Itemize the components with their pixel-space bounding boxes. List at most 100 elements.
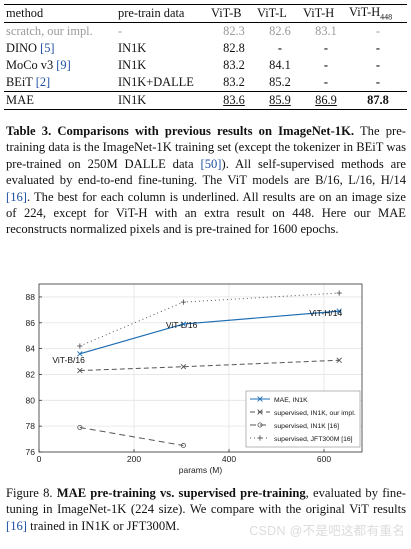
figure-caption-text: , evaluated by fine-tuning in ImageNet-1… [6,486,406,517]
cell-vit-h448: 87.8 [367,93,389,107]
data-point [257,422,263,428]
header-vit-b: ViT-B [211,6,242,20]
series-1 [77,308,342,357]
table-row: DINO [5] IN1K 82.8 - - - [4,40,407,57]
cell-method: MAE [6,93,35,107]
y-tick-label: 82 [26,369,36,379]
legend-label: supervised, IN1K [16] [274,423,339,430]
citation-link[interactable]: [50] [200,156,222,171]
data-point [257,396,263,402]
cell-vit-h: 83.1 [315,24,337,38]
header-pretrain-data: pre-train data [118,6,185,20]
series-line [79,426,184,447]
citation-link[interactable]: [16] [6,518,27,533]
data-point [257,409,263,415]
cell-method: BEiT [2] [4,74,118,92]
figure-caption-text: trained in IN1K or JFT300M. [26,518,180,533]
cell-method: DINO [5] [4,40,118,57]
table-row: scratch, our impl. - 82.3 82.6 83.1 - [4,23,407,41]
data-point [336,308,342,314]
header-vit-h448-base: ViT-H [349,5,381,20]
cell-data: IN1K [118,93,147,107]
series-line [79,310,340,355]
legend-box [245,390,361,448]
method-name: BEiT [6,75,33,89]
x-tick-label: 200 [127,454,141,464]
y-tick-label: 76 [26,447,36,457]
table-row: MoCo v3 [9] IN1K 83.2 84.1 - - [4,57,407,74]
figure-caption-head: MAE pre-training vs. supervised pre-trai… [56,486,306,500]
point-annotation: ViT-H/14 [309,308,342,318]
header-vit-l: ViT-L [257,6,287,20]
method-name: DINO [6,41,37,55]
data-point [180,443,186,449]
cell-data: IN1K+DALLE [118,75,194,89]
table-row: MAE IN1K 83.6 85.9 86.9 87.8 [4,91,407,110]
data-point [180,321,187,327]
cell-vit-l: 84.1 [269,58,291,72]
cell-vit-h448: - [375,58,381,72]
cell-data: IN1K [118,41,147,55]
x-tick-label: 0 [37,454,42,464]
header-method: method [6,6,44,20]
header-vit-h: ViT-H [303,6,335,20]
x-tick-label: 600 [317,454,331,464]
cell-vit-l: 85.2 [269,75,291,89]
cell-method: scratch, our impl. [6,24,93,38]
citation-link[interactable]: [9] [56,58,71,72]
table-caption-text: The pre-training data is the ImageNet-1K… [6,124,406,171]
plot-frame [38,283,363,453]
cell-vit-h: - [323,75,329,89]
cell-vit-h448: - [375,24,381,38]
cell-data: - [118,24,123,38]
cell-vit-h: - [323,41,329,55]
y-tick-label: 88 [26,292,36,302]
cell-vit-b: 83.2 [223,58,245,72]
watermark: CSDN @不是吧这都有重名 [249,524,405,538]
cell-method: MoCo v3 [9] [4,57,118,74]
series-3 [77,424,186,449]
series-line [79,292,340,347]
method-name: MoCo v3 [6,58,54,72]
header-vit-h448-sub: 448 [380,12,393,22]
cell-vit-l: - [277,41,283,55]
point-annotation: ViT-B/16 [52,355,85,365]
series-line [79,359,340,372]
y-tick-label: 78 [26,421,36,431]
table-row: BEiT [2] IN1K+DALLE 83.2 85.2 - - [4,74,407,92]
data-point [180,363,187,370]
y-tick-label: 84 [26,344,36,354]
table-caption-text: . The best for each column is underlined… [6,189,406,237]
annotations: ViT-B/16 ViT-L/16 ViT-H/14 [52,308,342,365]
cell-vit-h448: - [375,41,381,55]
series-4 [77,290,342,349]
citation-link[interactable]: [16] [6,189,27,204]
line-chart: 76 78 80 82 84 86 88 0 200 400 600 params (M) ViT-B… [26,283,363,475]
axes: 76 78 80 82 84 86 88 0 200 400 600 params (M) [26,283,363,475]
figure-caption-label: Figure 8. [6,486,57,500]
table-caption: Table 3. Comparisons with previous resul… [6,123,406,238]
y-tick-label: 86 [26,318,36,328]
cell-vit-h: - [323,58,329,72]
series [77,290,342,449]
x-axis-label: params (M) [179,465,223,475]
figure-caption: Figure 8. MAE pre-training vs. supervise… [6,485,406,534]
data-point [77,424,83,430]
header-vit-h448: ViT-H448 [349,5,407,23]
legend: MAE, IN1K supervised, IN1K, our impl. supe… [245,390,361,448]
legend-label: supervised, JFT300M [16] [274,436,353,443]
cell-vit-b: 82.8 [223,41,245,55]
citation-link[interactable]: [2] [35,75,51,89]
citation-link[interactable]: [5] [40,41,55,55]
cell-vit-b: 82.3 [223,24,245,38]
table-caption-text: ). All self-supervised methods are evalu… [6,156,406,188]
table-caption-head: Table 3. Comparisons with previous resul… [6,124,355,138]
data-point [77,351,83,357]
point-annotation: ViT-L/16 [166,320,198,330]
cell-vit-l: 85.9 [269,93,291,107]
cell-vit-b: 83.6 [223,93,245,107]
cell-data: IN1K [118,58,147,72]
cell-vit-l: 82.6 [269,24,291,38]
cell-vit-h448: - [375,75,381,89]
legend-label: supervised, IN1K, our impl. [274,410,356,417]
